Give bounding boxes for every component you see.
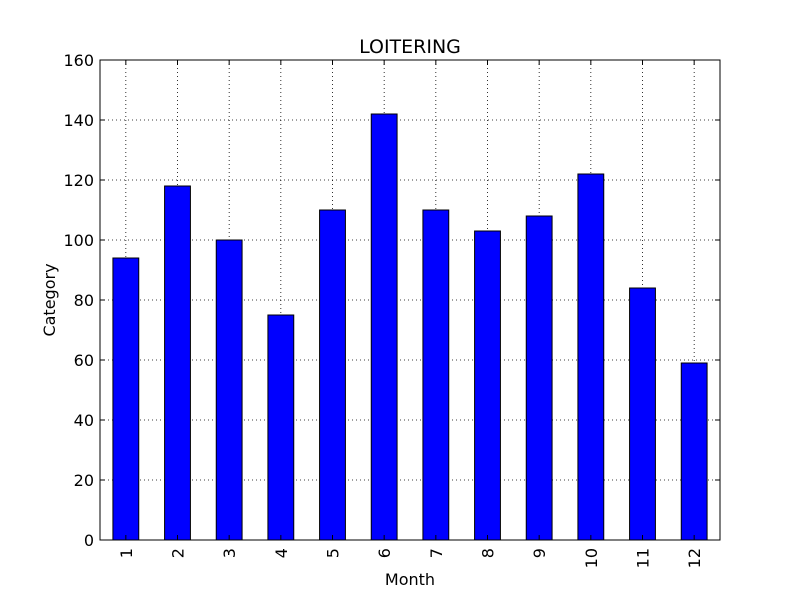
y-tick-label: 140 <box>63 111 94 130</box>
y-tick-label: 40 <box>74 411 94 430</box>
x-tick-label: 9 <box>530 548 549 558</box>
y-tick-label: 80 <box>74 291 94 310</box>
x-tick-label: 5 <box>324 548 343 558</box>
x-tick-label: 10 <box>582 548 601 568</box>
x-tick-label: 4 <box>272 548 291 558</box>
bar-month-7 <box>422 209 450 541</box>
bar-month-4 <box>267 314 295 541</box>
y-tick-label: 120 <box>63 171 94 190</box>
bar-month-6 <box>370 113 398 541</box>
y-tick-label: 60 <box>74 351 94 370</box>
y-axis-label: Category <box>40 263 59 336</box>
x-tick-label: 2 <box>169 548 188 558</box>
chart-title: LOITERING <box>359 36 461 58</box>
plot-frame <box>99 59 721 541</box>
x-axis-label: Month <box>385 570 435 589</box>
bars <box>112 113 708 541</box>
y-tick-label: 160 <box>63 51 94 70</box>
x-tick-label: 7 <box>427 548 446 558</box>
x-tick-label: 12 <box>685 548 704 568</box>
bar-month-10 <box>577 173 605 541</box>
bar-month-2 <box>164 185 191 541</box>
bar-month-11 <box>629 287 656 541</box>
x-tick-label: 8 <box>479 548 498 558</box>
grid-lines <box>100 59 720 541</box>
x-tick-label: 11 <box>634 548 653 568</box>
bar-month-9 <box>525 215 553 541</box>
x-tick-label: 3 <box>220 548 239 558</box>
y-tick-label: 0 <box>84 531 94 550</box>
bar-month-1 <box>112 257 140 541</box>
x-tick-label: 6 <box>375 548 394 558</box>
y-tick-label: 100 <box>63 231 94 250</box>
bar-month-12 <box>680 362 708 541</box>
bar-month-3 <box>215 239 243 541</box>
x-tick-label: 1 <box>117 548 136 558</box>
bar-month-5 <box>319 209 346 541</box>
y-tick-label: 20 <box>74 471 94 490</box>
bar-month-8 <box>474 230 501 541</box>
